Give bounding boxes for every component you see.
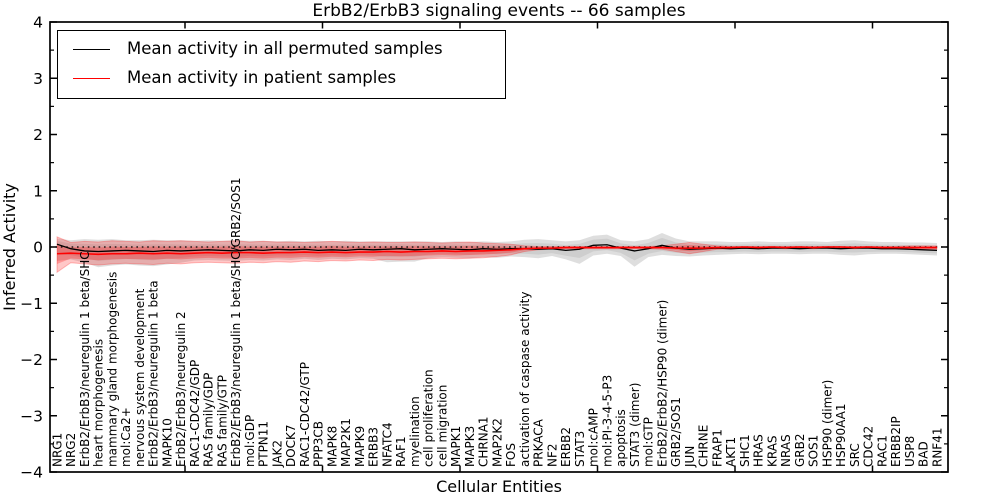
x-tick-label: cell proliferation: [422, 369, 436, 467]
x-tick-label: FOS: [504, 443, 518, 467]
x-tick-label: cell migration: [435, 385, 449, 467]
x-tick-label: RAS family/GTP: [215, 375, 229, 467]
legend: Mean activity in all permuted samples Me…: [57, 30, 506, 99]
x-tick-label: CDC42: [862, 426, 876, 467]
x-tick-label: NFATC4: [380, 422, 394, 467]
x-tick-label: MAPK9: [353, 426, 367, 467]
x-tick-label: MAPK8: [325, 426, 339, 467]
legend-label-permuted: Mean activity in all permuted samples: [127, 39, 443, 58]
x-tick-label: HSP90 (dimer): [820, 380, 834, 467]
x-tick-label: ErbB2/ErbB3/neuregulin 1 beta/SHC: [78, 251, 92, 467]
x-tick-label: mol:GDP: [243, 415, 257, 467]
x-tick-label: SRC: [848, 443, 862, 467]
x-tick-label: RAF1: [394, 436, 408, 467]
plot-frame: [49, 21, 949, 473]
x-tick-label: GRB2/SOS1: [669, 397, 683, 467]
x-tick-label: NRAS: [779, 434, 793, 467]
x-tick-label: ERBB2IP: [889, 416, 903, 467]
x-tick-label: RAS family/GDP: [202, 373, 216, 467]
x-tick-label: AKT1: [724, 437, 738, 467]
y-axis-label: Inferred Activity: [0, 183, 19, 311]
y-tick-label: −1: [20, 295, 43, 313]
x-tick-label: FRAP1: [710, 429, 724, 467]
x-tick-label: MAP2K1: [339, 418, 353, 467]
y-tick-label: −3: [20, 407, 43, 425]
x-tick-label: HSP90AA1: [834, 403, 848, 467]
x-tick-label: RNF41: [930, 428, 944, 468]
x-tick-label: NRG2: [64, 433, 78, 467]
x-tick-label: heart morphogenesis: [92, 339, 106, 467]
x-tick-label: ErbB2/ErbB3/neuregulin 1 beta: [147, 280, 161, 467]
x-tick-label: mol:cAMP: [587, 408, 601, 467]
x-tick-label: STAT3: [573, 431, 587, 467]
x-tick-label: PTPN11: [257, 421, 271, 467]
x-tick-label: JAK2: [270, 440, 284, 468]
x-tick-label: mol:GTP: [642, 417, 656, 467]
legend-line-permuted-icon: [73, 48, 110, 50]
x-tick-label: RAC1-CDC42/GDP: [188, 360, 202, 467]
y-tick-label: 1: [33, 182, 43, 200]
x-tick-label: BAD: [917, 441, 931, 467]
x-tick-label: DOCK7: [284, 424, 298, 467]
x-tick-label: SOS1: [807, 435, 821, 467]
x-axis-label: Cellular Entities: [436, 477, 562, 496]
x-tick-label: ERBB3: [367, 427, 381, 467]
y-tick-label: −4: [20, 464, 43, 482]
x-tick-label: USP8: [903, 436, 917, 467]
x-tick-label: KRAS: [765, 435, 779, 467]
x-tick-label: NF2: [545, 443, 559, 467]
x-tick-label: myelination: [408, 396, 422, 467]
x-tick-label: PRKACA: [532, 418, 546, 467]
x-tick-label: mammary gland morphogenesis: [105, 272, 119, 467]
patient-band: [56, 236, 938, 274]
x-tick-label: NRG1: [50, 433, 64, 467]
permuted-mean-line: [56, 243, 938, 253]
x-tick-label: mol:Ca2+: [119, 407, 133, 467]
y-tick-label: 3: [33, 70, 43, 88]
x-tick-label: CHRNA1: [477, 416, 491, 467]
chart-title: ErbB2/ErbB3 signaling events -- 66 sampl…: [312, 1, 686, 21]
x-tick-label: ErbB2/ErbB3/neuregulin 1 beta/SHC/GRB2/S…: [229, 177, 243, 467]
x-tick-label: STAT3 (dimer): [628, 383, 642, 467]
y-tick-label: 0: [33, 239, 43, 257]
x-tick-label: ERBB2: [559, 427, 573, 467]
x-tick-label: MAPK3: [463, 426, 477, 467]
legend-item-permuted: Mean activity in all permuted samples: [68, 39, 495, 59]
legend-label-patient: Mean activity in patient samples: [127, 68, 397, 87]
x-tick-label: nervous system development: [133, 288, 147, 467]
x-tick-label: JUN: [683, 446, 697, 468]
x-tick-label: apoptosis: [614, 409, 628, 467]
x-tick-label: GRB2: [793, 433, 807, 467]
x-tick-label: MAPK10: [160, 418, 174, 467]
x-tick-label: ErbB2/ErbB3/neuregulin 2: [174, 311, 188, 467]
x-tick-label: RAC1: [875, 435, 889, 467]
x-tick-label: activation of caspase activity: [518, 292, 532, 467]
legend-item-patient: Mean activity in patient samples: [68, 68, 495, 88]
x-tick-label: SHC1: [738, 434, 752, 467]
x-tick-label: RAC1-CDC42/GTP: [298, 362, 312, 467]
x-tick-label: mol:PI-3-4-5-P3: [600, 375, 614, 467]
x-tick-label: HRAS: [752, 434, 766, 467]
x-tick-label: MAPK1: [449, 426, 463, 467]
legend-line-patient-icon: [73, 77, 110, 79]
x-tick-label: ErbB2/ErbB2/HSP90 (dimer): [655, 300, 669, 467]
x-tick-label: MAP2K2: [490, 418, 504, 467]
y-tick-label: 4: [33, 14, 43, 32]
patient-mean-line: [56, 246, 937, 256]
x-tick-label: PPP3CB: [312, 421, 326, 467]
y-tick-label: 2: [33, 126, 43, 144]
x-tick-label: CHRNE: [697, 425, 711, 467]
y-tick-label: −2: [20, 351, 43, 369]
